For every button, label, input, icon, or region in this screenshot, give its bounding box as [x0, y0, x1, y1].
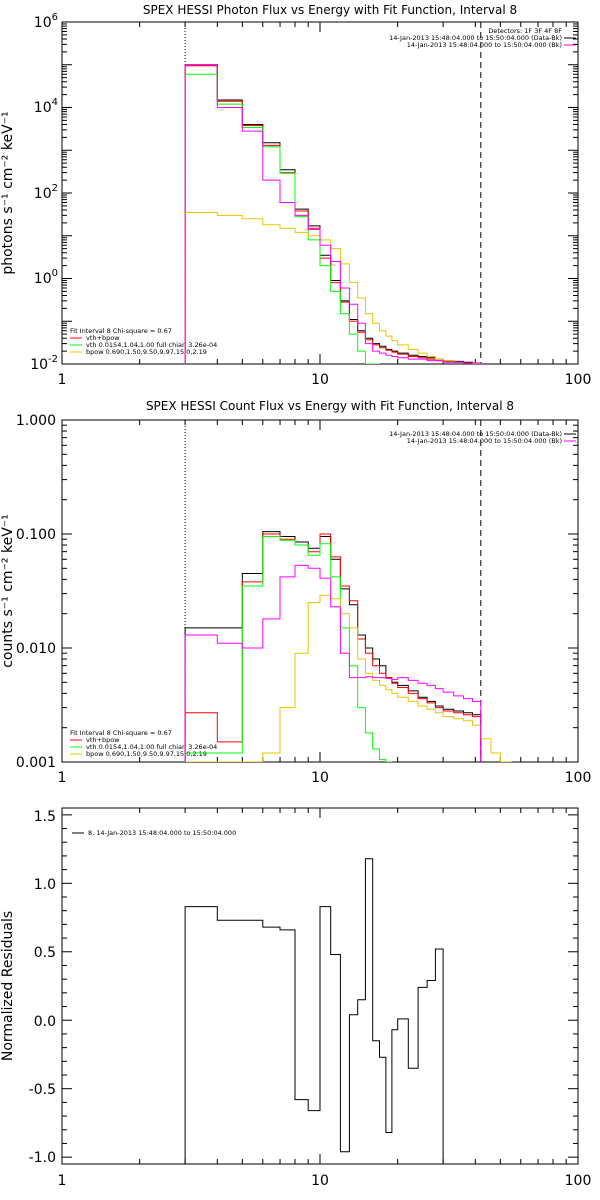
- count-ytick-label-3: 1.000: [16, 413, 56, 429]
- bpow-params-label: bpow 0.690,1.50,9.50,9.97,15.0,2.19: [86, 348, 207, 356]
- detectors-label: Detectors: 1F 3F 4F 8F: [488, 27, 562, 35]
- series-bpow-step-line: [184, 212, 482, 364]
- count-fit-model-label: vth+bpow: [86, 736, 120, 744]
- photon-flux-fit-info: Fit Interval 8 Chi-square = 0.67 vth+bpo…: [70, 327, 217, 356]
- series-group-1: [184, 531, 512, 762]
- photon-ytick-label-1: 100: [34, 268, 58, 287]
- photon-ytick-label-0: 10-2: [30, 354, 58, 373]
- ytick-marks-2: [62, 814, 578, 1158]
- data-minus-bk-label: 14-Jan-2013 15:48:04.000 to 15:50:04.000…: [389, 34, 562, 42]
- residuals-ytick-labels: -1.0 -0.5 0.0 0.5 1.0 1.5: [29, 809, 56, 1166]
- resid-ytick-label-1: -0.5: [29, 1082, 56, 1098]
- count-vth-params-label: vth 0.0154,1.04,1.00 full chian 3.26e-04: [86, 743, 217, 751]
- residuals-xtick-labels: 1 10 100: [58, 1173, 592, 1189]
- series-vth-step-line: [184, 73, 380, 364]
- count-flux-header: 14-Jan-2013 15:48:04.000 to 15:50:04.000…: [389, 430, 576, 445]
- residuals-ylabel: Normalized Residuals: [0, 911, 16, 1061]
- photon-xtick-label-10: 10: [311, 372, 329, 388]
- series-bk-step-line: [184, 64, 482, 364]
- count-data-minus-bk-label: 14-Jan-2013 15:48:04.000 to 15:50:04.000…: [389, 430, 562, 438]
- residuals-legend-label: 8, 14-Jan-2013 15:48:04.000 to 15:50:04.…: [88, 829, 236, 837]
- fit-interval-label: Fit Interval 8 Chi-square = 0.67: [70, 327, 172, 335]
- series-residual-step-line: [184, 858, 444, 1164]
- photon-xtick-label-1: 1: [58, 372, 67, 388]
- count-bk-label: 14-Jan-2013 15:48:04.000 to 15:50:04.000…: [407, 437, 562, 445]
- resid-xtick-label-10: 10: [311, 1173, 329, 1189]
- series-fit-step-line: [184, 533, 482, 762]
- photon-flux-header: Detectors: 1F 3F 4F 8F 14-Jan-2013 15:48…: [389, 27, 576, 49]
- photon-flux-title: SPEX HESSI Photon Flux vs Energy with Fi…: [143, 3, 517, 17]
- photon-flux-ytick-labels: 10-2 100 102 104 106: [30, 12, 58, 373]
- count-xtick-label-10: 10: [311, 770, 329, 786]
- resid-xtick-label-1: 1: [58, 1173, 67, 1189]
- vth-params-label: vth 0.0154,1.04,1.00 full chian 3.26e-04: [86, 341, 217, 349]
- photon-ytick-label-3: 104: [34, 97, 58, 116]
- resid-xtick-label-100: 100: [565, 1173, 592, 1189]
- series-total-step-line: [184, 531, 482, 762]
- ytick-marks-0: [62, 21, 578, 365]
- ytick-marks-1: [62, 419, 578, 763]
- photon-flux-plot-frame: [61, 21, 579, 365]
- count-fit-interval-label: Fit Interval 8 Chi-square = 0.67: [70, 729, 172, 737]
- photon-ytick-label-2: 102: [34, 183, 58, 202]
- xtick-marks-0: [61, 22, 567, 364]
- photon-flux-ylabel: photons s⁻¹ cm⁻² keV⁻¹: [0, 111, 16, 274]
- count-ytick-label-1: 0.010: [16, 641, 56, 657]
- series-vth-step-line: [184, 536, 393, 762]
- count-xtick-label-100: 100: [565, 770, 592, 786]
- xtick-marks-1: [61, 420, 567, 762]
- residuals-legend: 8, 14-Jan-2013 15:48:04.000 to 15:50:04.…: [72, 829, 236, 837]
- fit-model-label: vth+bpow: [86, 334, 120, 342]
- bk-label: 14-Jan-2013 15:48:04.000 to 15:50:04.000…: [407, 41, 562, 49]
- series-group-0: [184, 64, 482, 364]
- count-flux-xtick-labels: 1 10 100: [58, 770, 592, 786]
- count-xtick-label-1: 1: [58, 770, 67, 786]
- residuals-panel: Normalized Residuals -1.0 -0.5 0.0 0.5 1…: [0, 807, 592, 1189]
- count-flux-panel: SPEX HESSI Count Flux vs Energy with Fit…: [0, 399, 591, 786]
- resid-ytick-label-5: 1.5: [34, 809, 56, 825]
- count-bpow-params-label: bpow 0.690,1.50,9.50,9.97,15.0,2.19: [86, 750, 207, 758]
- photon-ytick-label-4: 106: [34, 12, 58, 31]
- count-flux-ylabel: counts s⁻¹ cm⁻² keV⁻¹: [0, 514, 16, 668]
- photon-xtick-label-100: 100: [565, 372, 592, 388]
- resid-ytick-label-4: 1.0: [34, 877, 56, 893]
- count-flux-fit-info: Fit Interval 8 Chi-square = 0.67 vth+bpo…: [70, 729, 217, 758]
- photon-flux-xtick-labels: 1 10 100: [58, 372, 592, 388]
- series-group-2: [184, 858, 444, 1164]
- count-ytick-label-2: 0.100: [16, 527, 56, 543]
- series-bpow-step-line: [184, 594, 512, 762]
- series-bk-step-line: [184, 564, 482, 762]
- count-ytick-label-0: 0.001: [16, 755, 56, 771]
- resid-ytick-label-3: 0.5: [34, 945, 56, 961]
- count-flux-title: SPEX HESSI Count Flux vs Energy with Fit…: [146, 399, 514, 413]
- photon-flux-panel: SPEX HESSI Photon Flux vs Energy with Fi…: [0, 3, 591, 388]
- resid-ytick-label-2: 0.0: [34, 1014, 56, 1030]
- count-flux-plot-frame: [61, 419, 579, 763]
- resid-ytick-label-0: -1.0: [29, 1150, 56, 1166]
- count-flux-ytick-labels: 0.001 0.010 0.100 1.000: [16, 413, 56, 771]
- xtick-marks-2: [61, 808, 567, 1164]
